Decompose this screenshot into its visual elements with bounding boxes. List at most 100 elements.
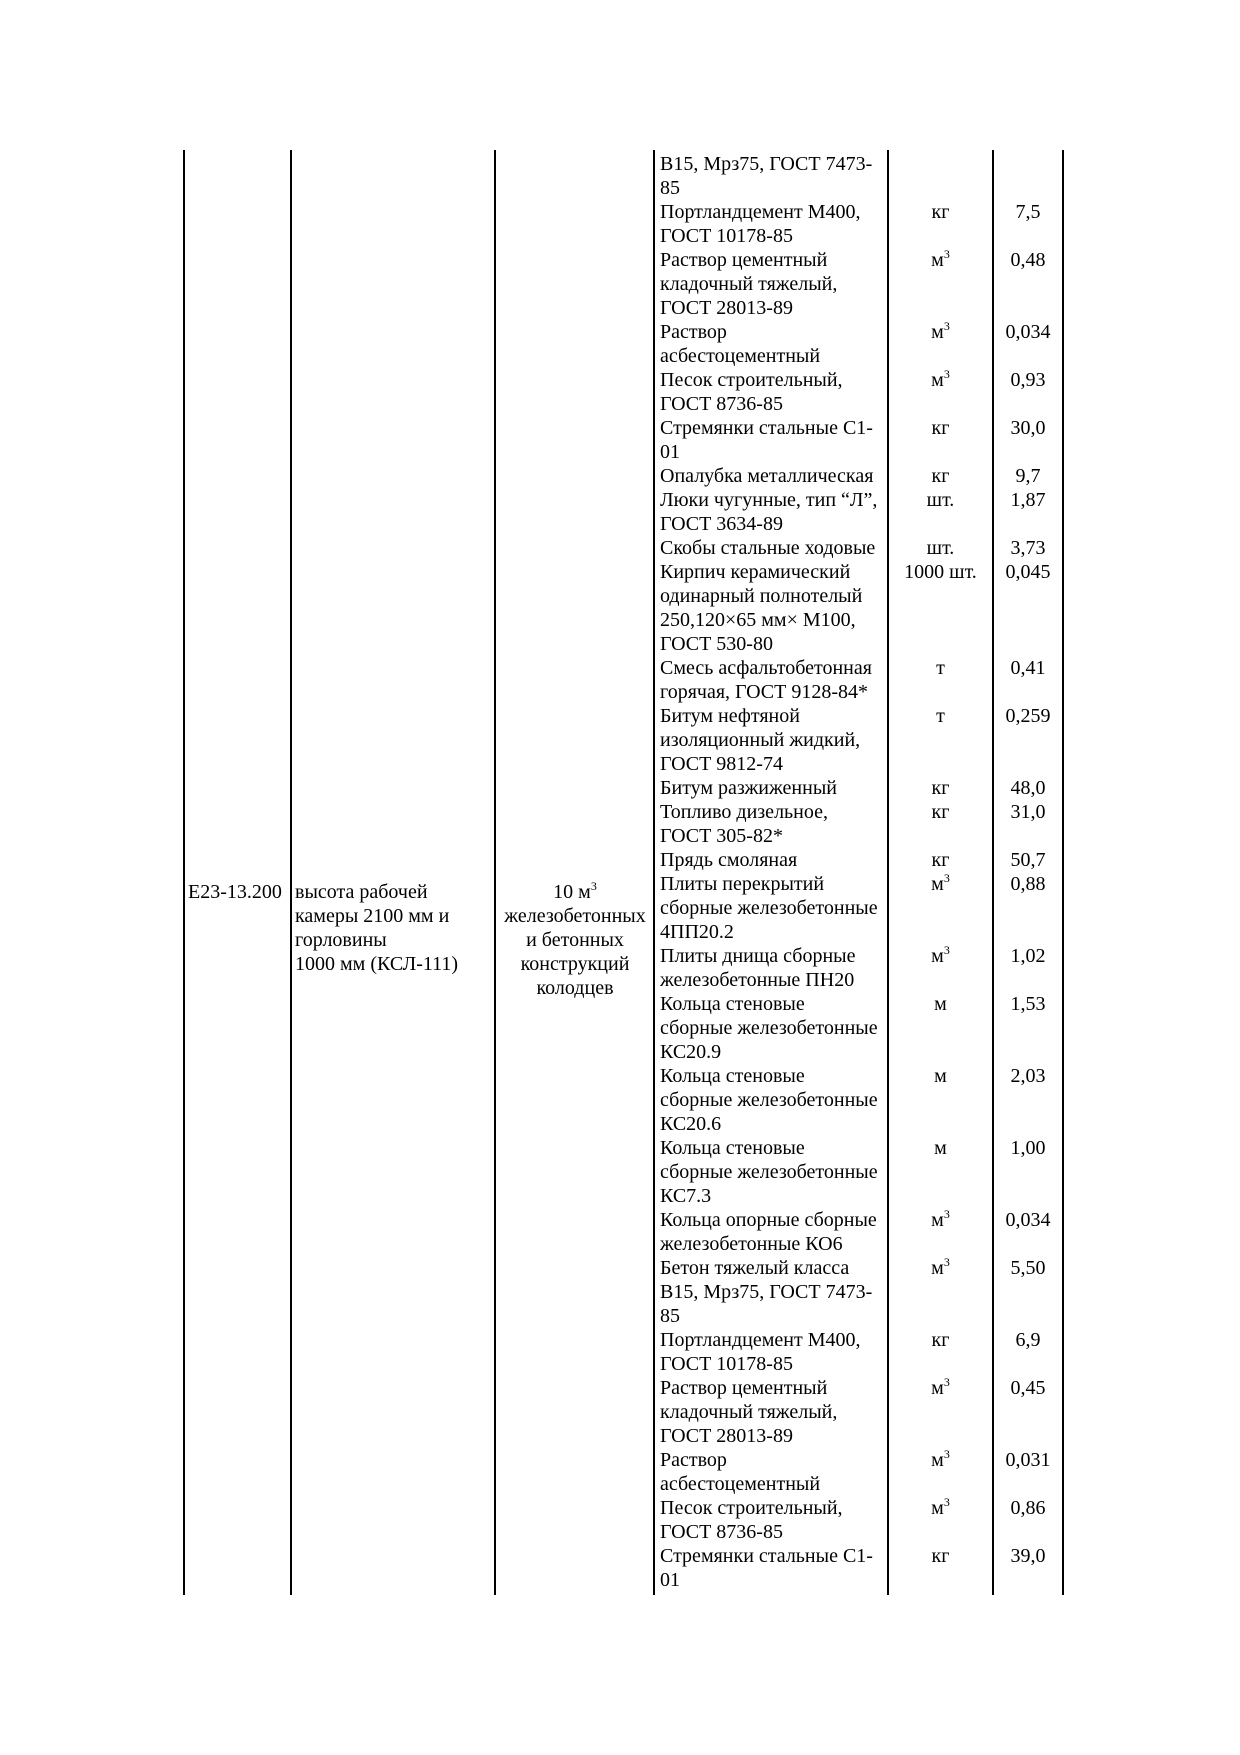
material-unit: кг: [931, 849, 950, 871]
material-quantity: [993, 152, 1063, 200]
material-row: Раствор цементный кладочный тяжелый, ГОС…: [656, 1376, 1063, 1448]
material-name: Раствор асбестоцементный: [660, 321, 821, 367]
material-quantity: 3,73: [1010, 537, 1046, 559]
material-quantity: 50,7: [1010, 849, 1046, 871]
material-row: Кирпич керамический одинарный полнотелый…: [656, 560, 1063, 656]
material-name: Стремянки стальные С1- 01: [660, 417, 873, 463]
material-quantity: 1,00: [1010, 1137, 1046, 1159]
material-quantity: 6,9: [1015, 1329, 1041, 1351]
material-quantity: 1,02: [1010, 945, 1046, 967]
material-unit: м: [934, 993, 947, 1015]
material-name: В15, Мрз75, ГОСТ 7473- 85: [660, 153, 873, 199]
material-row: Кольца стеновые сборные железобетонные К…: [656, 1064, 1063, 1136]
material-quantity: 39,0: [1010, 1545, 1046, 1567]
material-unit: кг: [931, 1545, 950, 1567]
material-name: Кольца опорные сборные железобетонные КО…: [660, 1209, 877, 1255]
table-border: [887, 150, 889, 1595]
material-row: Песок строительный, ГОСТ 8736-85 м3 0,86: [656, 1496, 1063, 1544]
material-quantity: 48,0: [1010, 777, 1046, 799]
material-name: Раствор асбестоцементный: [660, 1449, 821, 1495]
material-quantity: 0,86: [1010, 1497, 1046, 1519]
table-border: [653, 150, 655, 1595]
material-unit: кг: [931, 777, 950, 799]
material-row: Раствор асбестоцементный м3 0,031: [656, 1448, 1063, 1496]
material-unit: м3: [931, 1495, 950, 1519]
material-row: Бетон тяжелый класса В15, Мрз75, ГОСТ 74…: [656, 1256, 1063, 1328]
material-row: Кольца опорные сборные железобетонные КО…: [656, 1208, 1063, 1256]
material-row: Топливо дизельное, ГОСТ 305-82* кг 31,0: [656, 800, 1063, 848]
material-name: Песок строительный, ГОСТ 8736-85: [660, 1497, 843, 1543]
material-row: Скобы стальные ходовые шт. 3,73: [656, 536, 1063, 560]
material-row: Плиты перекрытий сборные железобетонные …: [656, 872, 1063, 944]
material-name: Смесь асфальтобетонная горячая, ГОСТ 912…: [660, 657, 872, 703]
material-name: Битум нефтяной изоляционный жидкий, ГОСТ…: [660, 705, 861, 775]
material-quantity: 1,87: [1010, 489, 1046, 511]
material-unit: м3: [931, 1447, 950, 1471]
material-quantity: 31,0: [1010, 801, 1046, 823]
material-unit: кг: [931, 801, 950, 823]
material-unit: м3: [931, 943, 950, 967]
material-unit: м: [934, 1065, 947, 1087]
material-row: Раствор цементный кладочный тяжелый, ГОС…: [656, 248, 1063, 320]
material-quantity: 0,034: [1005, 321, 1051, 343]
material-quantity: 2,03: [1010, 1065, 1046, 1087]
material-unit: кг: [931, 1329, 950, 1351]
material-quantity: 1,53: [1010, 993, 1046, 1015]
material-row: Битум нефтяной изоляционный жидкий, ГОСТ…: [656, 704, 1063, 776]
item-code: Е23-13.200: [188, 881, 282, 903]
material-quantity: 0,93: [1010, 369, 1046, 391]
material-name: Кольца стеновые сборные железобетонные К…: [660, 1137, 878, 1207]
material-name: Стремянки стальные С1- 01: [660, 1545, 873, 1591]
item-unit: 10 м3 железобетонных и бетонных конструк…: [504, 879, 646, 999]
material-unit: шт.: [926, 537, 955, 559]
material-row: Раствор асбестоцементный м3 0,034: [656, 320, 1063, 368]
material-name: Кольца стеновые сборные железобетонные К…: [660, 1065, 878, 1135]
material-row: Смесь асфальтобетонная горячая, ГОСТ 912…: [656, 656, 1063, 704]
material-name: Кирпич керамический одинарный полнотелый…: [660, 561, 863, 655]
material-name: Бетон тяжелый класса В15, Мрз75, ГОСТ 74…: [660, 1257, 873, 1327]
material-row: Песок строительный, ГОСТ 8736-85 м3 0,93: [656, 368, 1063, 416]
material-name: Кольца стеновые сборные железобетонные К…: [660, 993, 878, 1063]
material-unit: м3: [931, 1255, 950, 1279]
material-row: Кольца стеновые сборные железобетонные К…: [656, 1136, 1063, 1208]
material-unit: м3: [931, 319, 950, 343]
material-name: Портландцемент М400, ГОСТ 10178-85: [660, 201, 861, 247]
material-row: Люки чугунные, тип “Л”, ГОСТ 3634-89 шт. 1…: [656, 488, 1063, 536]
material-unit: м3: [931, 1207, 950, 1231]
material-row: Битум разжиженный кг 48,0: [656, 776, 1063, 800]
item-description: высота рабочей камеры 2100 мм и горловин…: [295, 881, 459, 975]
material-name: Раствор цементный кладочный тяжелый, ГОС…: [660, 1377, 838, 1447]
material-unit: м: [934, 1137, 947, 1159]
material-quantity: 0,031: [1005, 1449, 1051, 1471]
material-quantity: 5,50: [1010, 1257, 1046, 1279]
material-row: Портландцемент М400, ГОСТ 10178-85 кг 6,9: [656, 1328, 1063, 1376]
material-name: Скобы стальные ходовые: [660, 537, 876, 559]
material-name: Топливо дизельное, ГОСТ 305-82*: [660, 801, 828, 847]
material-name: Прядь смоляная: [660, 849, 798, 871]
material-row: Опалубка металлическая кг 9,7: [656, 464, 1063, 488]
materials-list: В15, Мрз75, ГОСТ 7473- 85 Портландцемент …: [656, 152, 1063, 1592]
material-quantity: 30,0: [1010, 417, 1046, 439]
material-unit: кг: [931, 417, 950, 439]
material-unit: 1000 шт.: [904, 561, 977, 583]
material-quantity: 0,41: [1010, 657, 1046, 679]
material-row: Плиты днища сборные железобетонные ПН20 м…: [656, 944, 1063, 992]
material-unit: [888, 152, 993, 200]
material-unit: м3: [931, 247, 950, 271]
material-unit: м3: [931, 871, 950, 895]
material-name: Люки чугунные, тип “Л”, ГОСТ 3634-89: [660, 489, 878, 535]
table-border: [290, 150, 292, 1595]
material-row: Портландцемент М400, ГОСТ 10178-85 кг 7,5: [656, 200, 1063, 248]
material-row: Стремянки стальные С1- 01 кг 30,0: [656, 416, 1063, 464]
material-unit: кг: [931, 201, 950, 223]
material-row: В15, Мрз75, ГОСТ 7473- 85: [656, 152, 1063, 200]
material-row: Кольца стеновые сборные железобетонные К…: [656, 992, 1063, 1064]
material-name: Песок строительный, ГОСТ 8736-85: [660, 369, 843, 415]
material-name: Плиты перекрытий сборные железобетонные …: [660, 873, 878, 943]
material-name: Раствор цементный кладочный тяжелый, ГОС…: [660, 249, 838, 319]
material-quantity: 0,45: [1010, 1377, 1046, 1399]
material-name: Опалубка металлическая: [660, 465, 874, 487]
material-unit: т: [936, 657, 945, 679]
table-border: [183, 150, 185, 1595]
material-quantity: 0,045: [1005, 561, 1051, 583]
